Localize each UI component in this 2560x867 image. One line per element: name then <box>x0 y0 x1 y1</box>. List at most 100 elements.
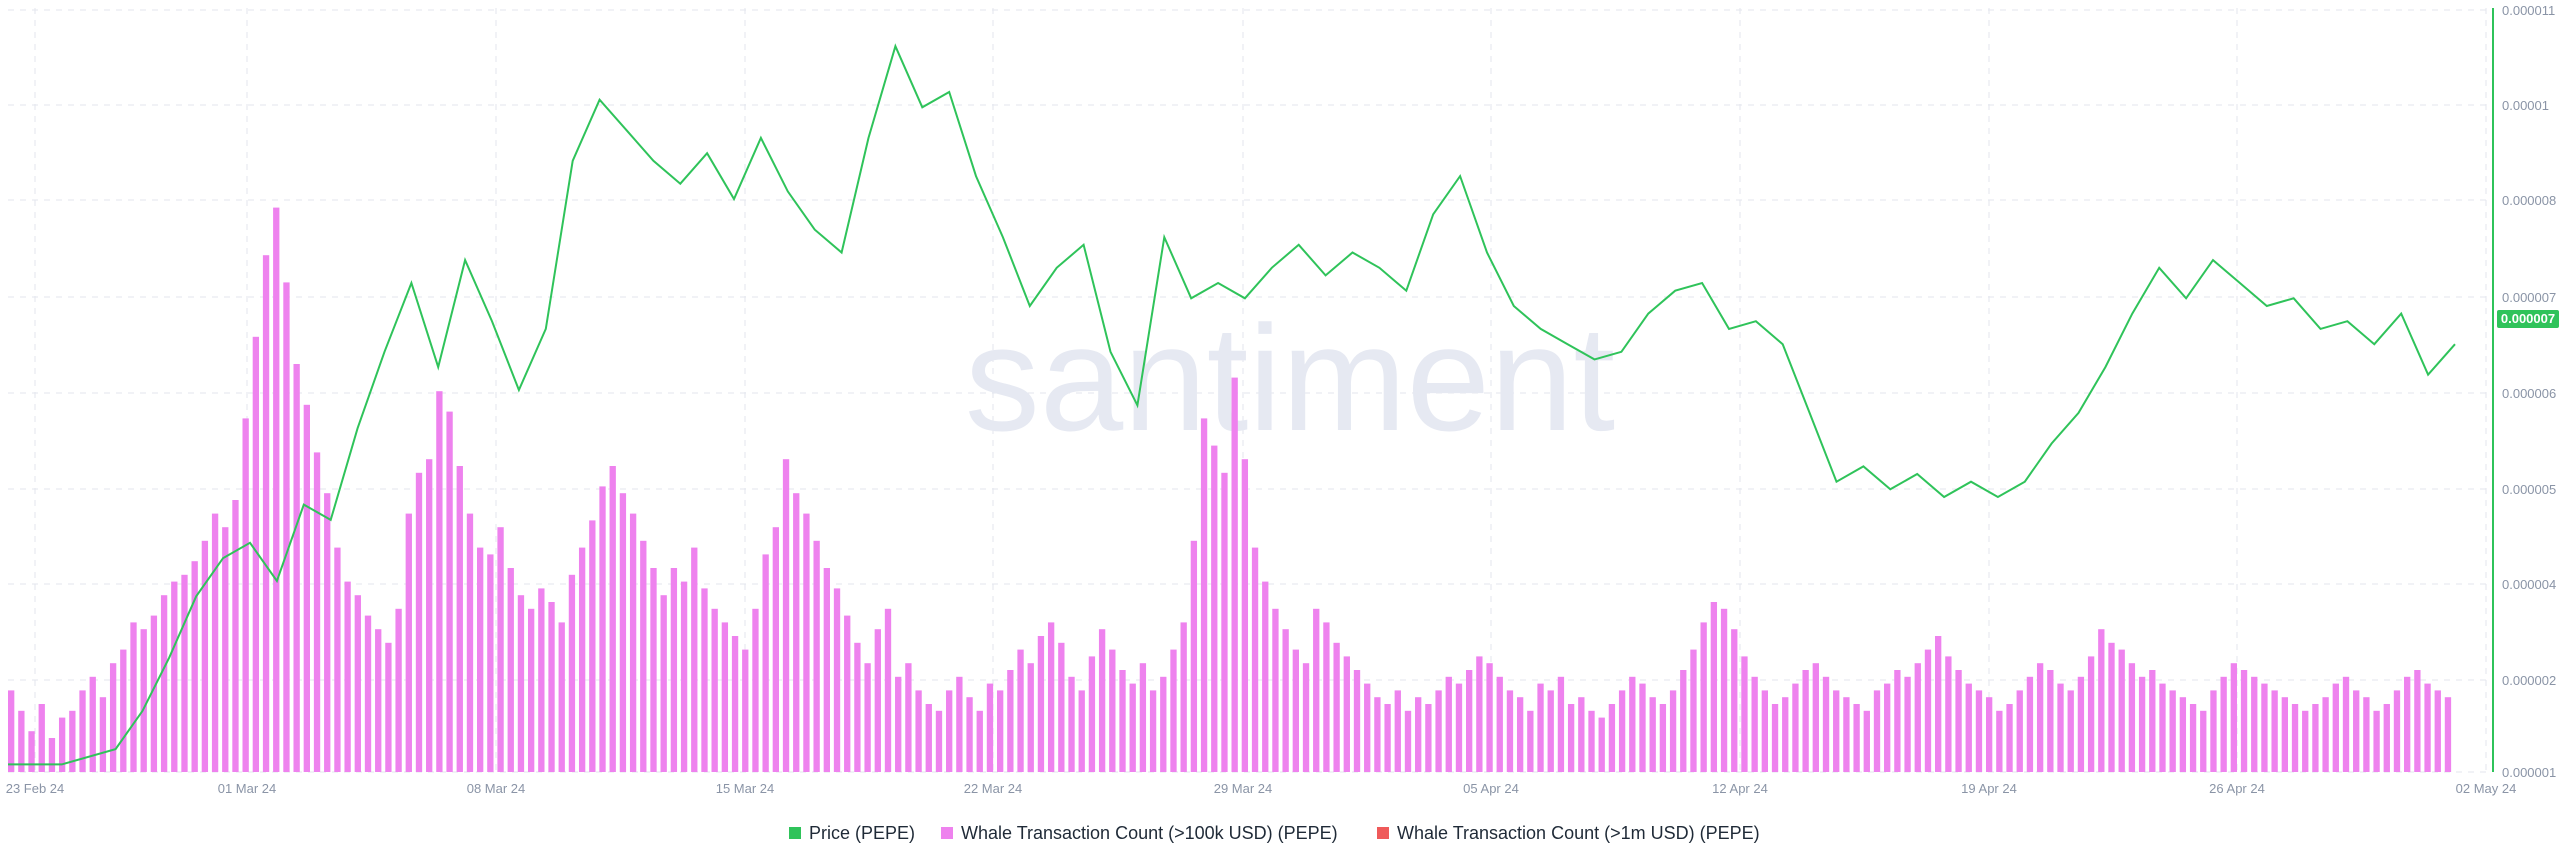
legend-item[interactable]: Whale Transaction Count (>100k USD) (PEP… <box>941 823 1338 843</box>
whale-100k-bar <box>2128 663 2136 772</box>
whale-100k-bar <box>2291 704 2299 772</box>
whale-100k-bar <box>2098 629 2105 772</box>
y-tick-label: 0.000006 <box>2502 386 2556 401</box>
whale-100k-bar <box>1231 377 1238 772</box>
whale-100k-bar <box>1996 710 2003 772</box>
whale-100k-bar <box>252 336 260 772</box>
whale-100k-bar <box>436 391 443 772</box>
whale-100k-bar <box>976 710 983 772</box>
whale-100k-bar <box>89 676 96 772</box>
whale-100k-bar <box>2169 690 2176 772</box>
whale-100k-bar <box>487 554 494 772</box>
whale-100k-bar <box>1557 676 1565 772</box>
whale-100k-bar <box>884 608 892 772</box>
whale-100k-bar <box>58 717 66 772</box>
whale-100k-bar <box>823 568 830 772</box>
whale-100k-bar <box>466 513 474 772</box>
x-tick-label: 29 Mar 24 <box>1214 781 1273 796</box>
whale-100k-bar <box>1782 697 1789 772</box>
whale-100k-bar <box>1364 683 1371 772</box>
whale-100k-bar <box>201 540 209 772</box>
whale-100k-bar <box>2057 683 2064 772</box>
whale-100k-bar <box>2026 676 2034 772</box>
whale-100k-bar <box>1496 676 1503 772</box>
whale-100k-bar <box>2067 690 2074 772</box>
whale-100k-bar <box>446 411 453 772</box>
whale-100k-bar <box>1822 676 1830 772</box>
whale-100k-bar <box>1731 629 1738 772</box>
whale-100k-bar <box>2108 642 2115 772</box>
x-tick-label: 23 Feb 24 <box>6 781 65 796</box>
whale-100k-bar <box>1639 683 1646 772</box>
whale-100k-bar <box>69 710 76 772</box>
current-price-tag: 0.000007 <box>2497 310 2559 328</box>
whale-100k-bar <box>1435 690 1442 772</box>
whale-100k-bar <box>1353 670 1361 772</box>
whale-100k-bar <box>303 404 310 772</box>
whale-100k-bar <box>1537 683 1544 772</box>
whale-100k-bar <box>895 676 902 772</box>
whale-100k-bar <box>1241 459 1249 772</box>
whale-100k-bar <box>2424 683 2431 772</box>
y-tick-label: 0.000004 <box>2502 577 2556 592</box>
whale-100k-bar <box>2016 690 2023 772</box>
whale-100k-bar <box>1578 697 1585 772</box>
whale-100k-bar <box>211 513 219 772</box>
whale-100k-bar <box>1935 636 1942 772</box>
legend-item[interactable]: Price (PEPE) <box>789 823 915 843</box>
x-tick-label: 05 Apr 24 <box>1463 781 1519 796</box>
price-line[interactable] <box>8 43 2456 766</box>
whale-100k-bar <box>1180 622 1187 772</box>
whale-100k-bar <box>191 561 198 772</box>
whale-100k-bar <box>354 595 361 772</box>
whale-100k-bar <box>1506 690 1514 772</box>
whale-100k-bar <box>2220 676 2227 772</box>
whale-100k-bar <box>2353 690 2360 772</box>
whale-100k-bar <box>181 574 188 772</box>
whale-100k-bar <box>2302 710 2309 772</box>
legend-swatch <box>941 827 953 839</box>
whale-100k-bar <box>283 282 290 772</box>
x-tick-label: 01 Mar 24 <box>218 781 277 796</box>
legend-swatch <box>789 827 801 839</box>
y-tick-label: 0.00001 <box>2502 98 2549 113</box>
whale-100k-bar <box>691 547 698 772</box>
whale-100k-bar <box>1588 710 1595 772</box>
whale-100k-bar <box>731 636 739 772</box>
whale-100k-bar <box>2159 683 2166 772</box>
whale-100k-bar <box>1720 608 1728 772</box>
whale-100k-bar <box>1313 608 1320 772</box>
whale-100k-bar <box>1873 690 1881 772</box>
whale-100k-bar <box>2036 663 2044 772</box>
x-tick-label: 02 May 24 <box>2456 781 2517 796</box>
whale-100k-bar <box>1251 547 1259 772</box>
x-tick-label: 26 Apr 24 <box>2209 781 2265 796</box>
whale-100k-bar <box>2414 670 2421 772</box>
whale-100k-bar <box>1792 683 1799 772</box>
whale-100k-bar <box>1109 649 1116 772</box>
whale-100k-bar <box>109 663 117 772</box>
whale-100k-bar <box>1129 683 1136 772</box>
whale-100k-bar <box>293 364 300 772</box>
whale-100k-bar <box>1700 622 1707 772</box>
whale-100k-bar <box>2434 690 2441 772</box>
whale-100k-bar <box>2138 676 2146 772</box>
legend-item[interactable]: Whale Transaction Count (>1m USD) (PEPE) <box>1377 823 1760 843</box>
whale-100k-bar <box>1445 676 1452 772</box>
whale-100k-bar <box>1190 540 1198 772</box>
whale-100k-bar <box>120 649 127 772</box>
whale-100k-bar <box>1088 656 1096 772</box>
whale-100k-bar <box>497 527 504 772</box>
right-axis-ticks: 0.000011 0.00001 0.000008 0.000007 0.000006 0… <box>2502 3 2556 780</box>
whale-100k-bar <box>48 738 56 772</box>
whale-100k-bar <box>1211 445 1218 772</box>
whale-100k-bar <box>2332 683 2339 772</box>
whale-100k-bar <box>1272 608 1279 772</box>
whale-100k-bar <box>629 513 637 772</box>
whale-100k-bar <box>772 527 780 772</box>
whale-100k-bar <box>1333 642 1340 772</box>
whale-100k-bar <box>711 608 718 772</box>
whale-100k-bar <box>262 255 270 772</box>
whale-100k-bar <box>1894 670 1901 772</box>
